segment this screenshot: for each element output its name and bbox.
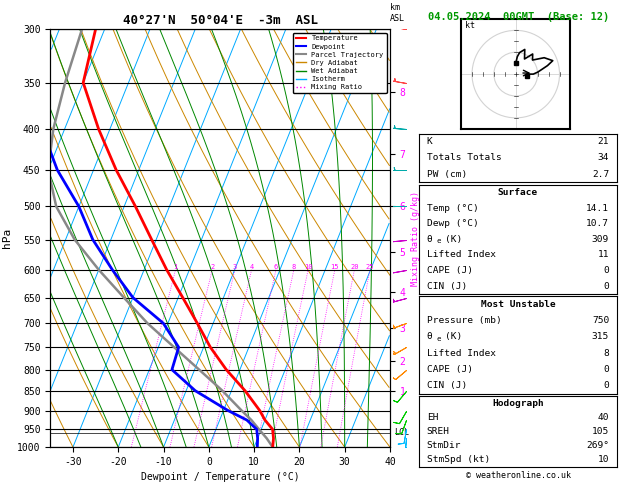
Text: 25: 25	[365, 264, 374, 270]
Text: 14.1: 14.1	[586, 204, 609, 212]
Text: K: K	[427, 137, 433, 146]
Text: θ: θ	[427, 235, 433, 244]
Text: CAPE (J): CAPE (J)	[427, 365, 473, 374]
Text: Totals Totals: Totals Totals	[427, 154, 501, 162]
Text: 315: 315	[592, 332, 609, 342]
Title: 40°27'N  50°04'E  -3m  ASL: 40°27'N 50°04'E -3m ASL	[123, 14, 318, 27]
Text: Surface: Surface	[498, 188, 538, 197]
Text: 6: 6	[274, 264, 278, 270]
Text: 8: 8	[292, 264, 296, 270]
Text: 4: 4	[250, 264, 253, 270]
Text: 0: 0	[603, 381, 609, 390]
Text: (K): (K)	[445, 235, 462, 244]
Text: 8: 8	[603, 348, 609, 358]
Text: SREH: SREH	[427, 427, 450, 436]
Text: 10.7: 10.7	[586, 219, 609, 228]
Text: 21: 21	[598, 137, 609, 146]
Text: θ: θ	[427, 332, 433, 342]
Text: 04.05.2024  00GMT  (Base: 12): 04.05.2024 00GMT (Base: 12)	[428, 12, 610, 22]
Text: PW (cm): PW (cm)	[427, 170, 467, 179]
Text: 0: 0	[603, 282, 609, 291]
Text: EH: EH	[427, 413, 438, 422]
Text: 750: 750	[592, 316, 609, 325]
Text: 2: 2	[210, 264, 214, 270]
Text: Most Unstable: Most Unstable	[481, 300, 555, 309]
Text: Pressure (mb): Pressure (mb)	[427, 316, 501, 325]
Text: © weatheronline.co.uk: © weatheronline.co.uk	[467, 471, 571, 480]
Text: e: e	[437, 336, 442, 342]
Text: e: e	[437, 238, 442, 244]
X-axis label: Dewpoint / Temperature (°C): Dewpoint / Temperature (°C)	[141, 472, 299, 483]
Y-axis label: Mixing Ratio (g/kg): Mixing Ratio (g/kg)	[411, 191, 420, 286]
Y-axis label: hPa: hPa	[1, 228, 11, 248]
Text: 10: 10	[304, 264, 313, 270]
Text: (K): (K)	[445, 332, 462, 342]
Text: LCL: LCL	[394, 429, 409, 437]
Text: 2.7: 2.7	[592, 170, 609, 179]
Text: 105: 105	[592, 427, 609, 436]
Text: km
ASL: km ASL	[390, 3, 405, 23]
Legend: Temperature, Dewpoint, Parcel Trajectory, Dry Adiabat, Wet Adiabat, Isotherm, Mi: Temperature, Dewpoint, Parcel Trajectory…	[292, 33, 386, 93]
Text: Temp (°C): Temp (°C)	[427, 204, 479, 212]
Text: 15: 15	[331, 264, 339, 270]
Text: CIN (J): CIN (J)	[427, 381, 467, 390]
Text: 11: 11	[598, 250, 609, 260]
Text: kt: kt	[465, 21, 476, 30]
Text: 3: 3	[233, 264, 237, 270]
Text: CIN (J): CIN (J)	[427, 282, 467, 291]
Text: Dewp (°C): Dewp (°C)	[427, 219, 479, 228]
Text: 10: 10	[598, 455, 609, 464]
Text: Lifted Index: Lifted Index	[427, 348, 496, 358]
Text: 40: 40	[598, 413, 609, 422]
Text: 0: 0	[603, 266, 609, 275]
Text: 0: 0	[603, 365, 609, 374]
Text: 309: 309	[592, 235, 609, 244]
Text: CAPE (J): CAPE (J)	[427, 266, 473, 275]
Text: StmDir: StmDir	[427, 441, 461, 450]
Text: 269°: 269°	[586, 441, 609, 450]
Text: 1: 1	[174, 264, 177, 270]
Text: StmSpd (kt): StmSpd (kt)	[427, 455, 490, 464]
Text: 20: 20	[350, 264, 359, 270]
Text: 34: 34	[598, 154, 609, 162]
Text: Lifted Index: Lifted Index	[427, 250, 496, 260]
Text: Hodograph: Hodograph	[492, 399, 544, 408]
